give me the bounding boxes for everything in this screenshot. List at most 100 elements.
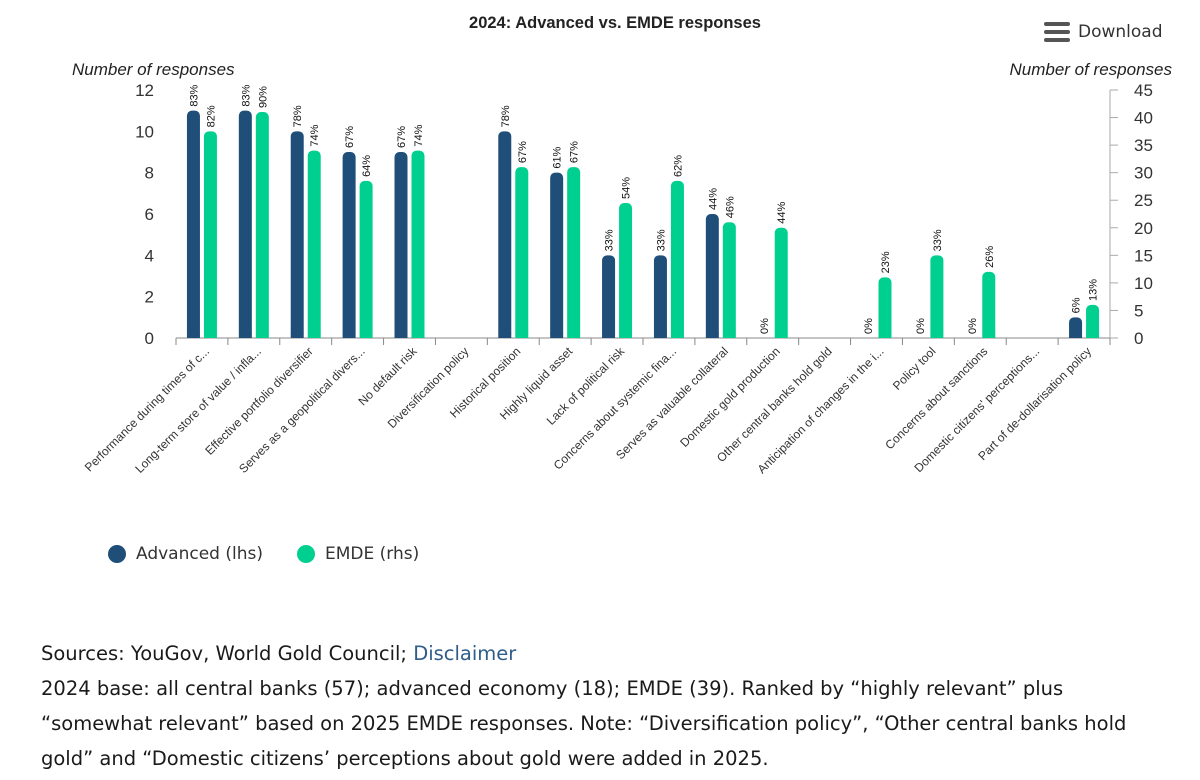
data-label: 83% bbox=[188, 84, 200, 106]
bar-base bbox=[186, 333, 200, 338]
bar bbox=[550, 172, 564, 338]
bar-base bbox=[342, 333, 356, 338]
left-tick-label: 8 bbox=[145, 164, 154, 183]
legend-label-emde: EMDE (rhs) bbox=[325, 544, 420, 564]
left-axis-label: Number of responses bbox=[72, 60, 235, 79]
bar-base bbox=[567, 333, 581, 338]
bar-base bbox=[1069, 333, 1083, 338]
left-tick-label: 10 bbox=[135, 122, 154, 141]
bar-base bbox=[307, 333, 321, 338]
bar bbox=[498, 131, 512, 338]
category-label: Domestic gold production bbox=[677, 344, 783, 450]
bar bbox=[307, 150, 321, 338]
data-label: 0% bbox=[863, 318, 875, 334]
menu-icon bbox=[1044, 22, 1070, 42]
left-tick-label: 2 bbox=[145, 288, 154, 307]
data-label: 33% bbox=[655, 229, 667, 251]
right-tick-label: 20 bbox=[1134, 219, 1153, 238]
download-label: Download bbox=[1078, 22, 1163, 42]
bar-base bbox=[550, 333, 564, 338]
bar-base bbox=[1086, 333, 1100, 338]
data-label: 33% bbox=[932, 229, 944, 251]
bar bbox=[619, 202, 633, 338]
bar bbox=[1069, 317, 1083, 338]
bar bbox=[203, 131, 217, 338]
bar-base bbox=[670, 333, 684, 338]
left-tick-label: 4 bbox=[145, 246, 154, 265]
download-button[interactable]: Download bbox=[1044, 22, 1163, 42]
bar bbox=[774, 227, 788, 338]
bar bbox=[930, 255, 944, 338]
bar-base bbox=[238, 333, 252, 338]
bar-base bbox=[602, 333, 616, 338]
left-tick-label: 12 bbox=[135, 81, 154, 100]
legend-item-emde[interactable]: EMDE (rhs) bbox=[297, 544, 419, 564]
sources-note: Sources: YouGov, World Gold Council; Dis… bbox=[41, 636, 1171, 776]
bar bbox=[705, 214, 719, 338]
legend-dot-icon bbox=[108, 545, 126, 563]
bar-base bbox=[878, 333, 892, 338]
bar-base bbox=[982, 333, 996, 338]
left-tick-label: 6 bbox=[145, 205, 154, 224]
bar-base bbox=[359, 333, 373, 338]
right-tick-label: 5 bbox=[1134, 301, 1143, 320]
data-label: 78% bbox=[500, 105, 512, 127]
bar bbox=[359, 180, 373, 338]
bar-base bbox=[653, 333, 667, 338]
bar-base bbox=[705, 333, 719, 338]
bar bbox=[567, 167, 581, 338]
bar bbox=[1086, 304, 1100, 338]
data-label: 62% bbox=[672, 155, 684, 177]
bar-base bbox=[411, 333, 425, 338]
bar-base bbox=[774, 333, 788, 338]
data-label: 13% bbox=[1088, 279, 1100, 301]
disclaimer-link[interactable]: Disclaimer bbox=[413, 642, 517, 665]
data-label: 64% bbox=[361, 155, 373, 177]
bar bbox=[722, 222, 736, 338]
data-label: 78% bbox=[292, 105, 304, 127]
data-label: 67% bbox=[396, 126, 408, 148]
data-label: 74% bbox=[309, 124, 321, 146]
legend-item-advanced[interactable]: Advanced (lhs) bbox=[108, 544, 263, 564]
data-label: 44% bbox=[776, 202, 788, 224]
data-label: 67% bbox=[344, 126, 356, 148]
bar bbox=[602, 255, 616, 338]
legend-dot-icon bbox=[297, 545, 315, 563]
data-label: 67% bbox=[569, 141, 581, 163]
right-tick-label: 30 bbox=[1134, 164, 1153, 183]
data-label: 54% bbox=[621, 177, 633, 199]
chart: 2024: Advanced vs. EMDE responses Number… bbox=[72, 14, 1172, 476]
data-label: 26% bbox=[984, 246, 996, 268]
right-tick-label: 0 bbox=[1134, 329, 1143, 348]
sources-text: Sources: YouGov, World Gold Council; bbox=[41, 642, 414, 665]
data-label: 61% bbox=[552, 146, 564, 168]
category-label: Policy tool bbox=[890, 344, 939, 393]
bar-base bbox=[515, 333, 529, 338]
bar-base bbox=[203, 333, 217, 338]
bar-base bbox=[930, 333, 944, 338]
bar bbox=[186, 110, 200, 339]
bar bbox=[653, 255, 667, 338]
category-label: Effective portfolio diversifier bbox=[202, 344, 316, 458]
right-tick-label: 35 bbox=[1134, 136, 1153, 155]
data-label: 6% bbox=[1071, 297, 1083, 313]
bar bbox=[878, 277, 892, 338]
bar bbox=[342, 152, 356, 338]
data-label: 67% bbox=[517, 141, 529, 163]
bar-base bbox=[498, 333, 512, 338]
legend: Advanced (lhs) EMDE (rhs) bbox=[108, 544, 419, 564]
data-label: 90% bbox=[257, 86, 269, 108]
right-tick-label: 40 bbox=[1134, 109, 1153, 128]
chart-title: 2024: Advanced vs. EMDE responses bbox=[469, 14, 761, 32]
bar-base bbox=[290, 333, 304, 338]
right-tick-label: 10 bbox=[1134, 274, 1153, 293]
legend-label-advanced: Advanced (lhs) bbox=[136, 544, 263, 564]
bar bbox=[290, 131, 304, 338]
data-label: 23% bbox=[880, 251, 892, 273]
base-note: 2024 base: all central banks (57); advan… bbox=[41, 677, 1127, 770]
bar bbox=[982, 271, 996, 338]
category-label: Part of de-dollarisation policy bbox=[975, 344, 1094, 463]
bar-base bbox=[722, 333, 736, 338]
data-label: 46% bbox=[724, 196, 736, 218]
bar bbox=[515, 167, 529, 338]
